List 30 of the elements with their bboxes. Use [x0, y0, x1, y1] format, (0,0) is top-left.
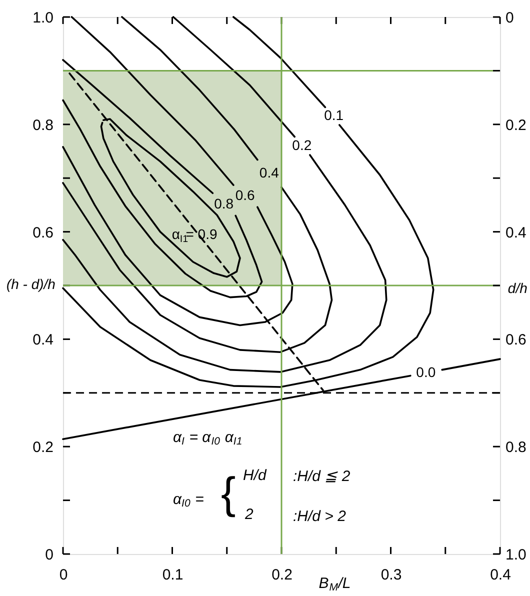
series-label: 0.8	[214, 195, 234, 212]
x-tick-label: 0.1	[162, 566, 184, 584]
y-tick-label: 1.0	[32, 10, 54, 26]
annotation: :H/d ≦ 2	[293, 468, 351, 485]
y2-tick-label: 0.6	[506, 332, 526, 349]
y2-tick-label: 0.8	[506, 439, 526, 456]
annotation: 2	[244, 506, 254, 523]
y-tick-label: 0.4	[32, 332, 54, 349]
series-label: 0.1	[324, 107, 344, 124]
y-tick-label: 0.2	[32, 439, 54, 456]
y-tick-label: 0.6	[32, 224, 54, 242]
annotation: H/d	[243, 467, 267, 484]
series-label: 0.4	[259, 164, 280, 181]
x-tick-label: 0.2	[272, 566, 292, 584]
series-label: 0.2	[292, 136, 312, 153]
annotation: :H/d > 2	[293, 508, 347, 525]
x-tick-label: 0.3	[380, 566, 402, 584]
series-label: 0.6	[235, 187, 256, 204]
y-tick-label: 0.8	[32, 116, 54, 134]
series-label: 0.0	[416, 364, 436, 380]
x-tick-label: 0	[59, 566, 68, 584]
y-tick-label: 0	[45, 546, 54, 564]
y2-tick-label: 0	[506, 10, 514, 26]
y2-tick-label: 0.4	[506, 224, 526, 242]
annotation: {	[221, 469, 236, 518]
y2-tick-label: 0.2	[506, 116, 526, 134]
y2-axis-title: d/h	[508, 280, 528, 296]
x-tick-label: 0.4	[490, 566, 511, 584]
y-axis-title: (h - d)/h	[6, 276, 56, 292]
y2-tick-label: 1.0	[506, 546, 526, 564]
